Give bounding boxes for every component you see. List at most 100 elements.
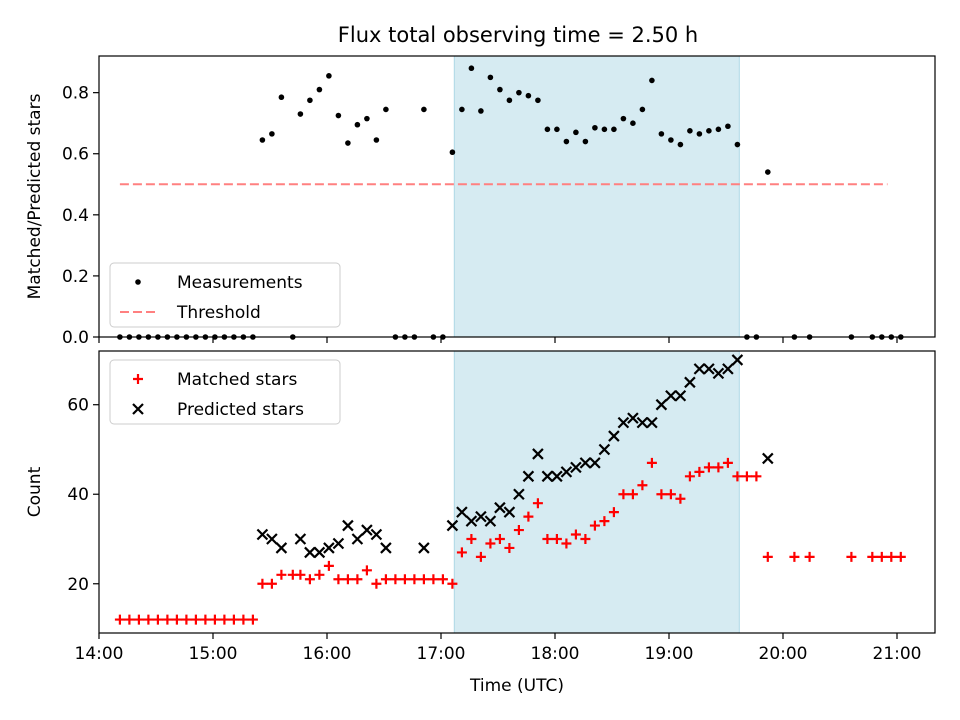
top-panel: 0.0 0.2 0.4 0.6 0.8 Matched/Predicted stars Me… — [25, 55, 936, 348]
matched-star-point — [247, 614, 258, 625]
matched-star-point — [485, 538, 496, 549]
matched-star-point — [732, 471, 743, 482]
matched-star-point — [257, 578, 268, 589]
predicted-star-point — [722, 363, 734, 375]
matched-star-point — [580, 534, 591, 544]
series-0 — [117, 65, 904, 340]
matched-star-point — [219, 614, 230, 625]
y-tick-label: 0.2 — [62, 267, 89, 287]
matched-star-point — [494, 534, 505, 544]
measurement-point — [421, 106, 427, 113]
predicted-star-point — [275, 542, 288, 554]
matched-star-point — [409, 574, 420, 585]
predicted-star-point — [456, 506, 468, 518]
predicted-star-point — [551, 470, 563, 483]
matched-star-point — [352, 574, 363, 585]
measurement-point — [734, 141, 741, 148]
measurement-point — [278, 94, 285, 101]
measurement-point — [478, 108, 484, 114]
measurement-point — [544, 126, 551, 133]
predicted-star-point — [532, 448, 544, 460]
matched-star-point — [561, 538, 572, 549]
predicted-star-point — [608, 430, 620, 442]
series-0 — [114, 457, 906, 625]
matched-star-point — [181, 614, 192, 625]
matched-star-point — [143, 614, 154, 625]
measurement-point — [269, 131, 275, 137]
matched-star-point — [466, 534, 477, 544]
y-tick-label: 60 — [67, 396, 89, 416]
measurement-point — [487, 74, 494, 81]
matched-star-point — [551, 534, 562, 544]
matched-star-point — [608, 507, 619, 518]
matched-star-point — [171, 614, 182, 625]
x-tick-label: 19:00 — [645, 644, 694, 664]
predicted-star-point — [636, 416, 649, 429]
matched-star-point — [152, 614, 163, 625]
measurement-point — [383, 106, 389, 113]
predicted-star-point — [294, 533, 307, 545]
x-tick-label: 14:00 — [75, 644, 124, 664]
predicted-star-point — [646, 416, 658, 429]
matched-star-point — [228, 614, 239, 625]
matched-star-point — [428, 574, 439, 585]
predicted-star-point — [332, 537, 345, 550]
measurement-point — [687, 128, 693, 134]
matched-star-point — [589, 520, 600, 531]
matched-star-point — [162, 614, 173, 625]
measurement-point — [449, 149, 456, 156]
predicted-star-point — [256, 528, 269, 541]
predicted-star-point — [465, 515, 478, 527]
measurement-point — [573, 129, 579, 136]
predicted-star-point — [418, 542, 430, 554]
measurement-point — [668, 137, 674, 143]
measurement-point — [459, 106, 465, 113]
predicted-star-point — [541, 470, 554, 483]
x-tick-label: 15:00 — [189, 644, 238, 664]
measurement-point — [715, 126, 722, 133]
measurement-point — [297, 111, 304, 117]
matched-star-point — [390, 574, 401, 585]
matched-star-point — [361, 565, 372, 576]
matched-star-point — [722, 457, 733, 468]
x-tick-label: 21:00 — [873, 644, 922, 664]
predicted-star-point — [674, 389, 687, 402]
matched-star-point — [504, 542, 515, 553]
measurement-point — [535, 97, 541, 104]
y-axis-label: Count — [25, 466, 45, 517]
y-tick-label: 40 — [67, 485, 89, 505]
matched-star-point — [133, 614, 144, 625]
matched-star-point — [447, 578, 458, 589]
measurement-point — [592, 124, 598, 131]
matched-star-point — [675, 493, 686, 504]
matched-star-point — [618, 489, 629, 500]
predicted-star-point — [570, 461, 582, 474]
matched-star-point — [238, 614, 249, 625]
measurement-point — [554, 126, 560, 133]
y-tick-label: 20 — [67, 575, 89, 595]
matched-star-point — [456, 547, 467, 558]
measurement-point — [335, 112, 342, 119]
matched-star-point — [418, 574, 429, 585]
matched-star-point — [266, 578, 277, 589]
predicted-star-point — [522, 470, 535, 483]
measurement-point — [345, 140, 351, 146]
matched-star-point — [656, 489, 667, 500]
predicted-star-point — [475, 510, 487, 523]
predicted-star-point — [446, 519, 459, 532]
matched-star-point — [523, 511, 534, 522]
matched-star-point — [513, 525, 524, 536]
matched-star-point — [475, 551, 486, 562]
measurement-point — [706, 128, 712, 134]
measurement-point — [725, 123, 731, 130]
matched-star-point — [200, 614, 211, 625]
matched-star-point — [114, 614, 125, 625]
predicted-star-point — [560, 466, 573, 478]
measurement-point — [563, 138, 570, 145]
matched-star-point — [895, 551, 906, 562]
predicted-star-point — [693, 363, 706, 375]
legend-box — [109, 262, 341, 328]
y-tick-label: 0.6 — [62, 145, 89, 165]
predicted-star-point — [370, 528, 383, 541]
matched-star-point — [684, 471, 695, 482]
